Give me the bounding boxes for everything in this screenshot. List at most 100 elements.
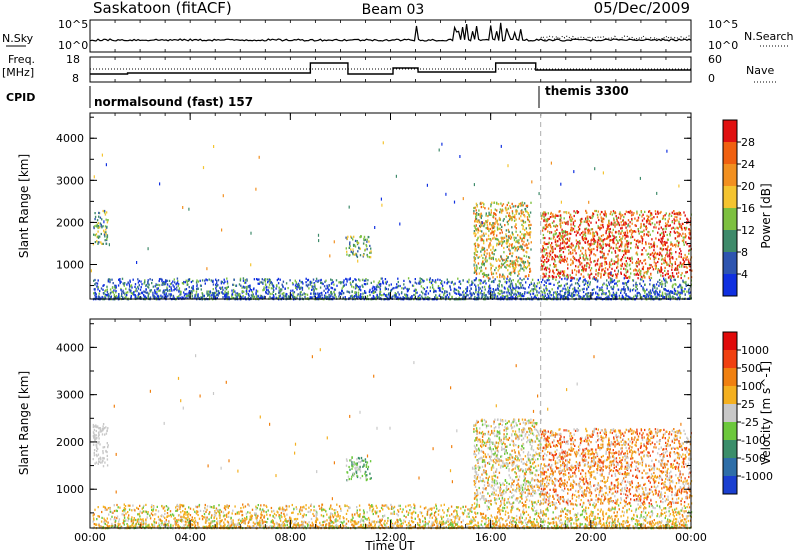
scatter-cell (654, 210, 657, 213)
scatter-cell (506, 295, 508, 298)
scatter-cell (570, 276, 572, 279)
scatter-cell (491, 201, 493, 204)
scatter-cell (613, 217, 615, 220)
scatter-cell (597, 226, 600, 229)
scatter-cell (323, 294, 326, 297)
scatter-cell (561, 237, 564, 240)
scatter-cell (97, 235, 99, 239)
scatter-cell (346, 290, 348, 293)
scatter-cell (478, 219, 480, 222)
scatter-cell (605, 262, 608, 265)
scatter-cell (676, 226, 678, 229)
scatter-cell (637, 258, 639, 261)
scatter-cell (121, 277, 124, 280)
scatter-cell (660, 266, 662, 269)
scatter-cell (625, 276, 627, 279)
scatter-cell (149, 278, 151, 281)
scatter-cell (453, 290, 455, 293)
scatter-cell (659, 283, 662, 286)
scatter-cell (232, 297, 235, 300)
scatter-cell (548, 282, 550, 285)
scatter-cell (572, 260, 574, 263)
scatter-cell (645, 243, 647, 246)
scatter-cell (363, 239, 365, 242)
scatter-cell (502, 273, 504, 276)
scatter-cell (639, 273, 641, 276)
scatter-cell (645, 295, 648, 298)
scatter-cell (681, 239, 684, 242)
scatter-cell (483, 225, 485, 228)
scatter-cell (514, 216, 516, 219)
scatter-cell (258, 155, 260, 159)
scatter-cell (572, 287, 574, 291)
scatter-cell (488, 257, 491, 260)
scatter-cell (528, 231, 531, 234)
scatter-cell (570, 246, 573, 249)
scatter-cell (638, 263, 640, 266)
scatter-cell (365, 245, 368, 248)
scatter-cell (508, 218, 511, 221)
scatter-cell (138, 279, 140, 283)
scatter-cell (264, 280, 266, 283)
scatter-cell (535, 288, 537, 291)
scatter-cell (418, 296, 420, 300)
scatter-cell (404, 293, 406, 296)
scatter-cell (475, 202, 478, 205)
scatter-cell (674, 212, 677, 215)
scatter-cell (570, 294, 572, 297)
scatter-cell (335, 279, 338, 282)
scatter-cell (111, 286, 114, 289)
scatter-cell (531, 180, 533, 184)
scatter-cell (277, 297, 279, 300)
scatter-cell (646, 288, 648, 291)
scatter-cell (487, 234, 490, 237)
scatter-cell (666, 261, 668, 264)
scatter-cell (680, 226, 683, 230)
scatter-cell (503, 236, 506, 239)
scatter-cell (602, 246, 604, 249)
scatter-cell (371, 297, 373, 300)
scatter-cell (95, 282, 97, 285)
scatter-cell (507, 269, 509, 272)
scatter-cell (503, 258, 505, 262)
scatter-cell (264, 278, 267, 281)
scatter-cell (620, 289, 622, 292)
scatter-cell (587, 215, 589, 218)
scatter-cell (277, 282, 280, 285)
scatter-cell (673, 230, 675, 233)
scatter-cell (553, 262, 555, 265)
scatter-cell (221, 228, 223, 232)
scatter-cell (460, 293, 462, 296)
scatter-cell (584, 234, 587, 237)
scatter-cell (571, 244, 573, 247)
scatter-cell (598, 237, 601, 240)
scatter-cell (97, 288, 99, 291)
scatter-cell (420, 285, 423, 288)
scatter-cell (474, 257, 477, 260)
scatter-cell (546, 279, 549, 282)
scatter-cell (575, 265, 577, 268)
scatter-cell (626, 244, 628, 247)
scatter-cell (559, 285, 561, 288)
scatter-cell (611, 267, 613, 270)
scatter-cell (640, 225, 642, 228)
scatter-cell (104, 297, 107, 300)
scatter-cell (311, 296, 313, 299)
scatter-cell (585, 280, 587, 283)
scatter-cell (601, 247, 604, 250)
scatter-cell (241, 296, 243, 299)
scatter-cell (475, 227, 477, 230)
scatter-cell (687, 258, 689, 261)
scatter-cell (617, 223, 619, 226)
scatter-cell (615, 261, 617, 264)
scatter-cell (169, 283, 172, 286)
scatter-cell (579, 289, 581, 292)
scatter-cell (612, 262, 614, 266)
scatter-cell (649, 283, 651, 286)
scatter-cell (671, 256, 674, 259)
scatter-cell (197, 295, 199, 298)
scatter-cell (296, 297, 298, 300)
scatter-cell (585, 209, 587, 212)
scatter-cell (544, 266, 547, 269)
scatter-cell (491, 256, 493, 260)
